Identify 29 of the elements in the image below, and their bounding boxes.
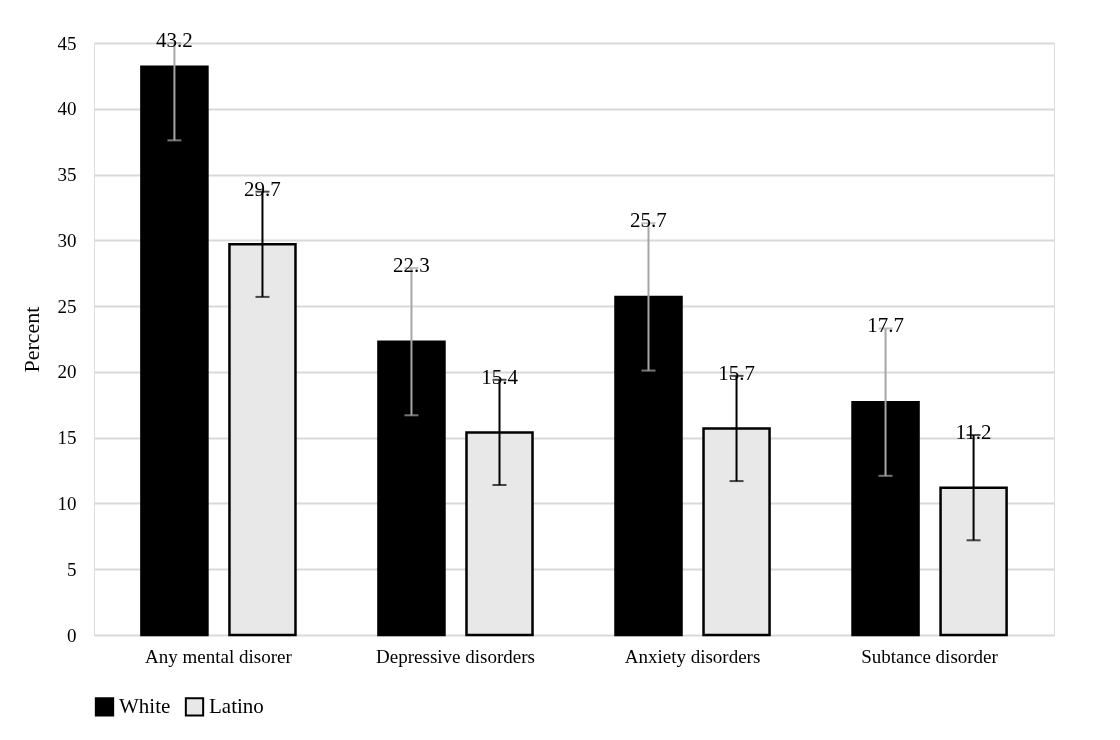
- data-label: 22.3: [393, 252, 430, 277]
- bar: [851, 400, 920, 637]
- y-tick-label: 5: [67, 558, 77, 580]
- y-tick-label: 0: [67, 624, 77, 646]
- data-label: 15.7: [718, 360, 755, 385]
- x-tick-label: Depressive disorders: [376, 645, 535, 667]
- y-tick-label: 10: [57, 492, 77, 514]
- data-label: 43.2: [156, 28, 193, 52]
- bar: [614, 295, 683, 637]
- x-tick-label: Anxiety disorders: [624, 645, 761, 667]
- bar: [377, 340, 446, 637]
- data-label: 15.4: [481, 364, 519, 389]
- y-axis-title: Percent: [18, 306, 44, 373]
- x-tick-label: Any mental disorer: [145, 645, 293, 667]
- y-tick-label: 25: [57, 295, 77, 317]
- data-label: 11.2: [955, 420, 992, 445]
- y-tick-label: 40: [57, 98, 77, 120]
- data-label: 29.7: [244, 176, 281, 201]
- y-tick-label: 45: [57, 32, 77, 54]
- legend-label: Latino: [209, 693, 264, 718]
- bar: [140, 65, 209, 637]
- y-tick-label: 35: [57, 164, 77, 186]
- data-label: 17.7: [867, 313, 904, 338]
- legend-label: White: [119, 693, 171, 718]
- data-label: 25.7: [630, 208, 667, 233]
- y-tick-label: 30: [57, 229, 77, 251]
- y-tick-label: 15: [57, 427, 77, 449]
- x-tick-label: Subtance disorder: [861, 645, 999, 667]
- y-tick-label: 20: [57, 361, 77, 383]
